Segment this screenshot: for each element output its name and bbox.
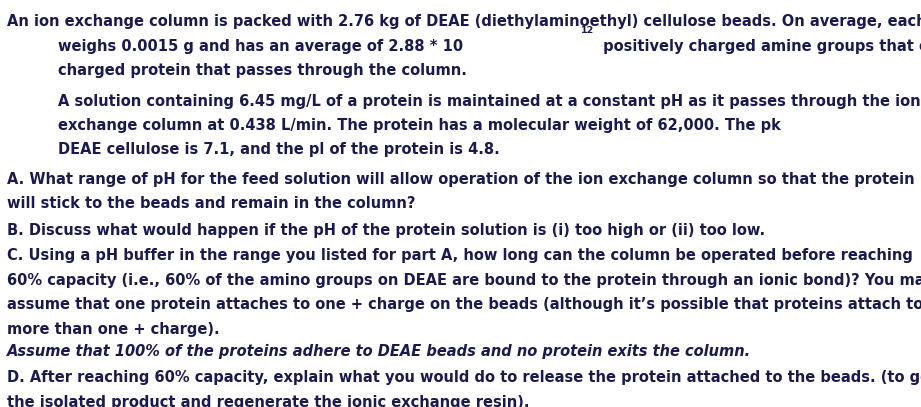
Text: C. Using a pH buffer in the range you listed for part A, how long can the column: C. Using a pH buffer in the range you li…	[7, 248, 914, 263]
Text: D. After reaching 60% capacity, explain what you would do to release the protein: D. After reaching 60% capacity, explain …	[7, 370, 921, 385]
Text: DEAE cellulose is 7.1, and the pl of the protein is 4.8.: DEAE cellulose is 7.1, and the pl of the…	[58, 142, 500, 158]
Text: positively charged amine groups that can adsorb a negatively: positively charged amine groups that can…	[598, 39, 921, 54]
Text: B. Discuss what would happen if the pH of the protein solution is (i) too high o: B. Discuss what would happen if the pH o…	[7, 223, 765, 238]
Text: A. What range of pH for the feed solution will allow operation of the ion exchan: A. What range of pH for the feed solutio…	[7, 172, 915, 187]
Text: the isolated product and regenerate the ionic exchange resin).: the isolated product and regenerate the …	[7, 395, 530, 407]
Text: A solution containing 6.45 mg/L of a protein is maintained at a constant pH as i: A solution containing 6.45 mg/L of a pro…	[58, 94, 921, 109]
Text: exchange column at 0.438 L/min. The protein has a molecular weight of 62,000. Th: exchange column at 0.438 L/min. The prot…	[58, 118, 781, 133]
Text: Assume that 100% of the proteins adhere to DEAE beads and no protein exits the c: Assume that 100% of the proteins adhere …	[7, 344, 752, 359]
Text: charged protein that passes through the column.: charged protein that passes through the …	[58, 63, 467, 78]
Text: 60% capacity (i.e., 60% of the amino groups on DEAE are bound to the protein thr: 60% capacity (i.e., 60% of the amino gro…	[7, 273, 921, 288]
Text: assume that one protein attaches to one + charge on the beads (although it’s pos: assume that one protein attaches to one …	[7, 297, 921, 312]
Text: An ion exchange column is packed with 2.76 kg of DEAE (diethylaminoethyl) cellul: An ion exchange column is packed with 2.…	[7, 14, 921, 29]
Text: will stick to the beads and remain in the column?: will stick to the beads and remain in th…	[7, 196, 416, 211]
Text: more than one + charge).: more than one + charge).	[7, 322, 220, 337]
Text: weighs 0.0015 g and has an average of 2.88 * 10: weighs 0.0015 g and has an average of 2.…	[58, 39, 463, 54]
Text: 12: 12	[581, 26, 594, 35]
